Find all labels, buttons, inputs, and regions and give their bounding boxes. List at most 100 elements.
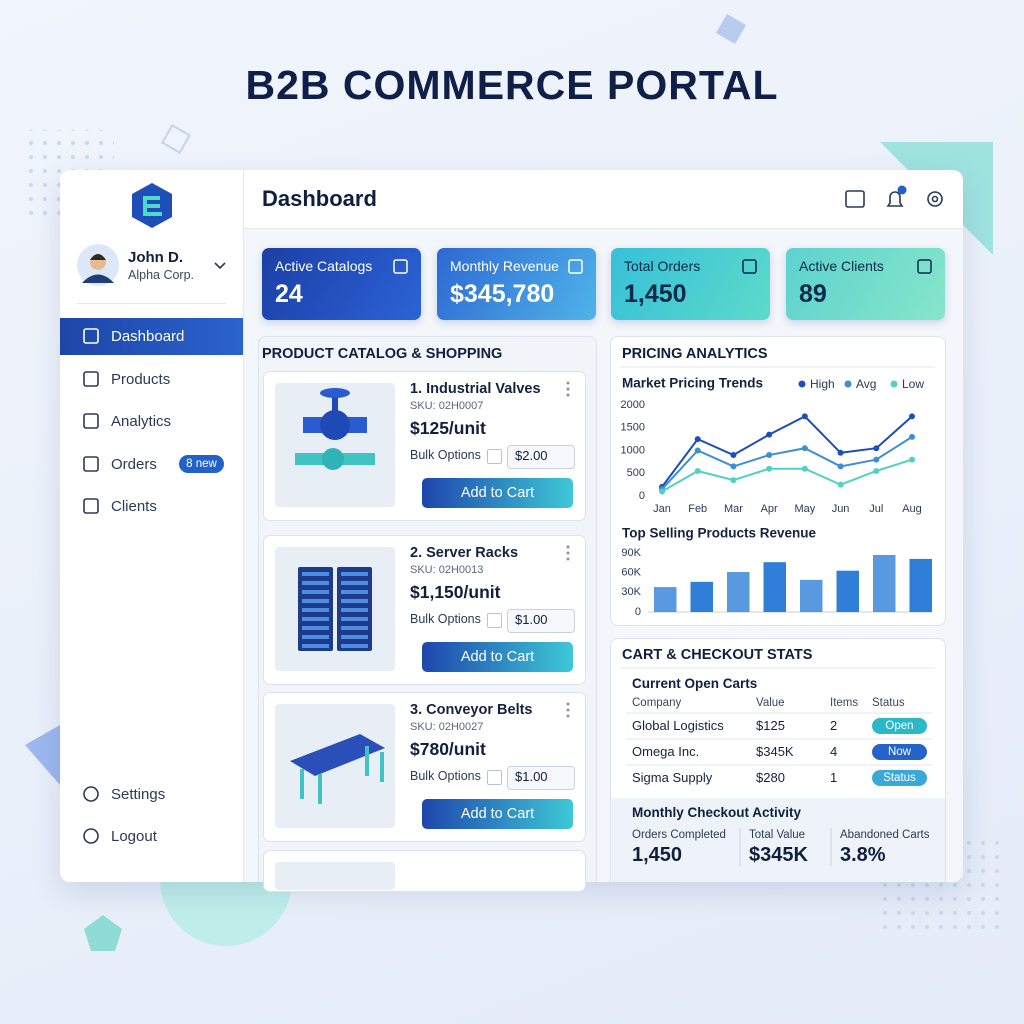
- point: [730, 477, 737, 484]
- column-header: Items: [830, 696, 859, 709]
- checkbox[interactable]: [487, 770, 502, 785]
- kpi-icon: [393, 259, 408, 274]
- cell: $345K: [756, 743, 794, 759]
- kpi-value: $345,780: [450, 279, 555, 308]
- cell: 1: [830, 769, 838, 785]
- stat-label: Abandoned Carts: [840, 828, 930, 841]
- kpi-label: Active Clients: [799, 258, 884, 275]
- kebab: [566, 714, 570, 718]
- avatar: [82, 274, 114, 283]
- x-tick-label: Mar: [724, 503, 743, 515]
- point: [766, 465, 773, 472]
- kebab: [566, 557, 570, 561]
- product-image-box: [275, 862, 395, 890]
- point: [909, 413, 915, 420]
- bar: [727, 572, 750, 612]
- nav-icon: [83, 413, 99, 429]
- illustration: [300, 769, 304, 799]
- line: [661, 415, 913, 488]
- point: [730, 452, 737, 459]
- point: [873, 445, 880, 452]
- kebab: [566, 381, 570, 385]
- point: [909, 456, 915, 463]
- legend-label: High: [810, 377, 835, 391]
- illustration: [341, 617, 368, 621]
- bar: [836, 570, 859, 612]
- checkbox[interactable]: [487, 449, 502, 464]
- chart-title: Top Selling Products Revenue: [622, 526, 817, 541]
- product-price: $1,150/unit: [410, 581, 501, 602]
- x-tick-label: Apr: [761, 503, 778, 515]
- gear-icon: [927, 191, 943, 207]
- line: [661, 436, 913, 490]
- x-tick-label: Feb: [688, 503, 707, 515]
- kpi-value: 89: [799, 279, 827, 308]
- bulk-value: $1.00: [515, 611, 548, 627]
- illustration: [302, 581, 329, 585]
- status-pill: Open: [872, 718, 927, 734]
- line: [661, 458, 913, 493]
- kpi-label: Monthly Revenue: [450, 258, 559, 275]
- checkbox[interactable]: [487, 613, 502, 628]
- legend-label: Avg: [856, 377, 876, 391]
- nav-item[interactable]: Clients: [111, 497, 157, 515]
- nav-item[interactable]: Products: [111, 370, 171, 388]
- add-to-cart[interactable]: Add to Cart: [422, 478, 573, 508]
- stat-value: $345K: [749, 844, 808, 866]
- bulk-label: Bulk Options: [410, 612, 481, 627]
- kpi-label: Total Orders: [624, 258, 701, 275]
- bulk-select[interactable]: [507, 609, 575, 633]
- nav-item[interactable]: Settings: [111, 785, 166, 803]
- illustration: [302, 572, 329, 576]
- illustration: [302, 635, 329, 639]
- illustration: [341, 608, 368, 612]
- user-name: John D.: [128, 248, 183, 266]
- illustration: [302, 608, 329, 612]
- illustration: [341, 635, 368, 639]
- divider: [77, 303, 226, 304]
- add-to-cart[interactable]: Add to Cart: [422, 799, 573, 829]
- kpi-icon: [742, 259, 757, 274]
- status-pill: Now: [872, 744, 927, 760]
- cell: $125: [756, 717, 785, 733]
- illustration: [320, 388, 350, 398]
- gear-icon: [931, 195, 939, 203]
- y-tick-label: 1500: [621, 422, 645, 434]
- y-tick-label: 2000: [621, 399, 645, 411]
- kpi-label: Active Catalogs: [275, 258, 373, 275]
- product-sku: SKU: 02H0007: [410, 400, 484, 413]
- nav-item[interactable]: Orders: [111, 455, 157, 473]
- stat-label: Total Value: [749, 828, 806, 841]
- kpi-value: 1,450: [624, 279, 687, 308]
- illustration: [341, 626, 368, 630]
- cell: Sigma Supply: [632, 769, 713, 785]
- legend-label: Low: [902, 377, 924, 391]
- point: [801, 413, 808, 420]
- cell: 4: [830, 743, 838, 759]
- cell: 2: [830, 717, 838, 733]
- point: [730, 463, 737, 470]
- nav-item[interactable]: Dashboard: [111, 327, 185, 345]
- legend-marker: [890, 380, 898, 388]
- y-tick-label: 1000: [621, 444, 645, 456]
- illustration: [302, 644, 329, 648]
- bar: [654, 587, 677, 612]
- product-name: 2. Server Racks: [410, 544, 519, 561]
- illustration: [341, 572, 368, 576]
- cell: Global Logistics: [632, 717, 724, 733]
- point: [766, 431, 773, 438]
- product-name: 1. Industrial Valves: [410, 380, 541, 397]
- bulk-select[interactable]: [507, 445, 575, 469]
- bulk-value: $2.00: [515, 447, 548, 463]
- section-title: PRODUCT CATALOG & SHOPPING: [262, 345, 503, 362]
- nav-item[interactable]: Analytics: [111, 412, 172, 430]
- point: [694, 436, 701, 443]
- add-to-cart[interactable]: Add to Cart: [422, 642, 573, 672]
- column-header: Status: [872, 696, 905, 709]
- bulk-select[interactable]: [507, 766, 575, 790]
- kebab: [566, 393, 570, 397]
- kebab: [566, 702, 570, 706]
- nav-item[interactable]: Logout: [111, 827, 157, 845]
- point: [837, 463, 844, 470]
